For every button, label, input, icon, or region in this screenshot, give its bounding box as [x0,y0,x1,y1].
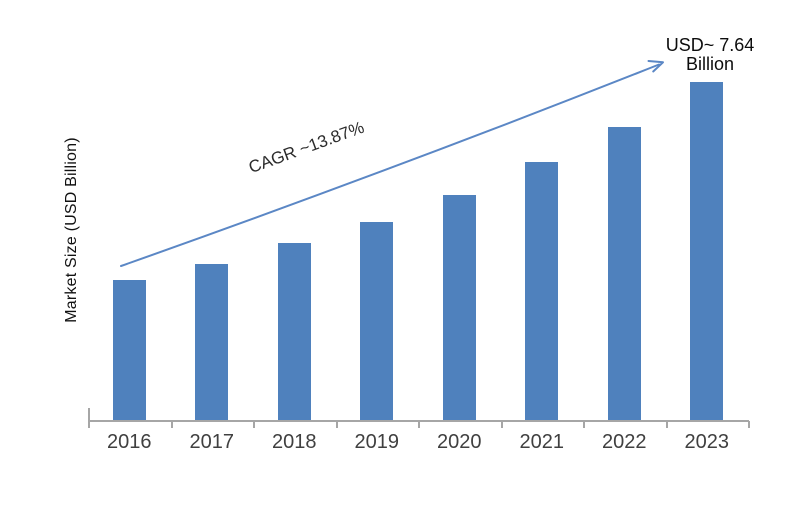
bar-2021 [525,162,559,420]
bar-2018 [277,243,311,420]
x-axis-tick [665,421,668,428]
x-axis-tick [88,421,90,428]
endpoint-value-line2: Billion [685,54,735,74]
endpoint-value-line1: USD~ 7.64 [665,35,755,55]
x-axis-tick [418,421,420,428]
x-axis-tick [170,421,173,428]
x-axis-label-2021: 2021 [519,431,565,453]
x-axis-label-2022: 2022 [602,431,647,453]
plot-area [88,60,748,420]
bar-2020 [442,194,476,420]
bar-2016 [112,280,146,420]
y-axis-line [88,408,90,420]
x-axis-label-2019: 2019 [354,431,400,453]
x-axis-label-2017: 2017 [189,431,235,453]
bar-2022 [607,127,641,420]
x-axis-tick [748,421,750,428]
x-axis-tick [253,421,255,428]
x-axis-label-2020: 2020 [437,431,482,453]
bar-2017 [195,263,229,420]
x-axis-tick [583,421,585,428]
endpoint-value-annotation: USD~ 7.64 Billion [658,36,762,74]
bar-2019 [360,221,394,420]
bar-2023 [690,82,724,420]
y-axis-title: Market Size (USD Billion) [63,137,80,323]
x-axis-label-2016: 2016 [107,431,152,453]
x-axis-label-2023: 2023 [684,431,730,453]
x-axis-label-2018: 2018 [272,431,317,453]
x-axis-tick [335,421,338,428]
x-axis-tick [500,421,503,428]
